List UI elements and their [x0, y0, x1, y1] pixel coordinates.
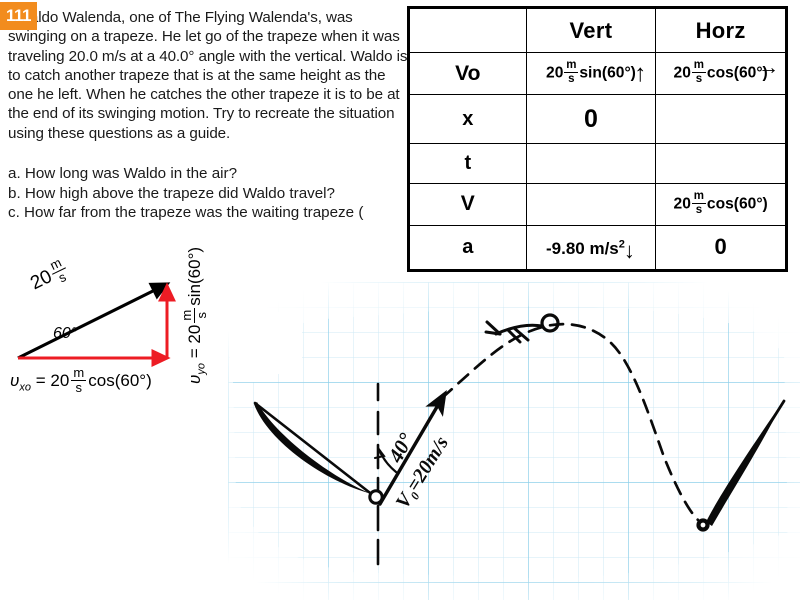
- cell-v-vert: [525, 182, 657, 226]
- row-label-a: a: [409, 224, 527, 271]
- problem-number-badge: 111: [0, 2, 37, 30]
- arrow-right-icon: →: [758, 56, 779, 80]
- vxo-equals: = 20: [35, 370, 70, 390]
- header-cell-vert: Vert: [525, 7, 657, 54]
- table-row: t: [409, 143, 786, 184]
- unit-denominator: s: [75, 380, 83, 395]
- header-cell-blank: [409, 7, 527, 54]
- vo-horz-trig: cos(60°): [706, 64, 768, 82]
- question-item-b: b. How high above the trapeze did Waldo …: [8, 184, 336, 202]
- row-label-v: V: [409, 182, 527, 226]
- dashed-parabolic-trajectory: [440, 322, 700, 522]
- kinematics-table: Vert Horz Vo 20 m s sin(60°) ↑ 20 m s cos(60°)…: [407, 6, 788, 272]
- y-component-label: υyo = 20 m s sin(60°): [179, 246, 209, 384]
- vyo-subscript: yo: [195, 363, 208, 375]
- vo-vert-coef: 20: [546, 64, 564, 82]
- arrow-down-icon: ↓: [623, 237, 635, 263]
- cell-t-horz: [655, 143, 786, 184]
- a-vert-exponent: 2: [618, 238, 625, 251]
- unit-denominator: s: [695, 203, 703, 216]
- table-row: a -9.80 m/s2↓ 0: [409, 224, 786, 271]
- unit-denominator: s: [194, 311, 209, 319]
- cell-x-horz: [655, 94, 786, 145]
- v-horz-trig: cos(60°): [706, 195, 768, 213]
- cell-x-vert: 0: [525, 94, 657, 145]
- cell-a-vert: -9.80 m/s2↓: [525, 224, 657, 271]
- vyo-symbol: υ: [184, 374, 204, 384]
- cell-vo-horz: 20 m s cos(60°) →: [655, 52, 786, 96]
- vyo-equals: = 20: [184, 324, 204, 359]
- cell-vo-vert: 20 m s sin(60°) ↑: [525, 52, 657, 96]
- cell-a-horz: 0: [655, 224, 786, 271]
- unit-denominator: s: [695, 73, 703, 86]
- arrow-up-icon: ↑: [634, 59, 647, 87]
- initial-velocity-arrow: [378, 390, 447, 506]
- table-row: V 20 m s cos(60°): [409, 182, 786, 226]
- table-row: Vo 20 m s sin(60°) ↑ 20 m s cos(60°) →: [409, 52, 786, 96]
- vxo-symbol: υ: [10, 370, 20, 390]
- unit-numerator: m: [693, 59, 705, 72]
- stick-figure-at-apex: [484, 313, 560, 344]
- vo-vert-trig: sin(60°): [579, 64, 636, 82]
- question-list: a. How long was Waldo in the air? b. How…: [8, 164, 408, 223]
- problem-number: 111: [6, 6, 32, 25]
- row-label-t: t: [409, 143, 527, 184]
- cell-t-vert: [525, 143, 657, 184]
- cell-v-horz: 20 m s cos(60°): [655, 182, 786, 226]
- row-label-vo: Vo: [409, 52, 527, 96]
- vyo-trig: sin(60°): [184, 246, 204, 306]
- angle-label: 60°: [53, 325, 78, 342]
- unit-numerator: m: [566, 59, 577, 72]
- vo-horz-coef: 20: [673, 64, 691, 82]
- unit-numerator: m: [73, 365, 85, 380]
- unit-denominator: s: [568, 73, 575, 86]
- unit-numerator: m: [179, 309, 194, 321]
- table-row: x 0: [409, 94, 786, 145]
- header-cell-horz: Horz: [655, 7, 786, 54]
- question-item-c: c. How far from the trapeze was the wait…: [8, 204, 364, 222]
- problem-statement: . Waldo Walenda, one of The Flying Walen…: [8, 8, 408, 143]
- v-horz-coef: 20: [673, 195, 691, 213]
- table-header-row: Vert Horz: [409, 7, 786, 54]
- resultant-vector-arrow: [17, 282, 171, 360]
- velocity-vector-diagram: 20 m s 60° υxo = 20 m s cos(60°) υyo = 20 m s si…: [0, 240, 300, 410]
- unit-numerator: m: [693, 189, 705, 202]
- row-label-x: x: [409, 94, 527, 145]
- angle-arc-40: [378, 450, 398, 474]
- handdrawn-trajectory-sketch: 40° V₀=20m/s: [228, 282, 800, 600]
- vxo-subscript: xo: [19, 381, 31, 394]
- problem-body: . Waldo Walenda, one of The Flying Walen…: [8, 9, 408, 142]
- vxo-trig: cos(60°): [88, 370, 152, 390]
- a-vert-value: -9.80 m/s: [546, 238, 619, 258]
- x-component-label: υxo = 20 m s cos(60°): [10, 365, 152, 395]
- question-item-a: a. How long was Waldo in the air?: [8, 165, 238, 182]
